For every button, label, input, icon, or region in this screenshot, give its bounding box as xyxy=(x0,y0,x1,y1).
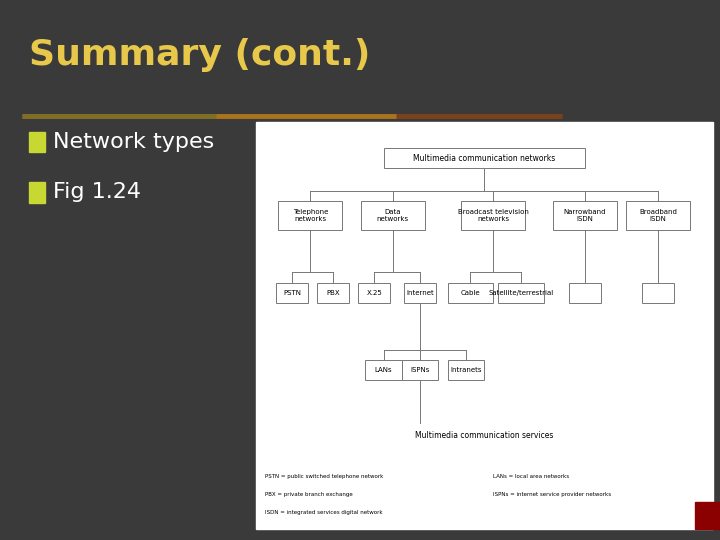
Bar xyxy=(256,122,713,529)
Text: Summary (cont.): Summary (cont.) xyxy=(29,38,370,72)
Bar xyxy=(29,132,45,152)
Bar xyxy=(695,502,720,529)
Text: Fig 1.24: Fig 1.24 xyxy=(53,182,140,202)
Bar xyxy=(29,182,45,202)
Text: Network types: Network types xyxy=(53,132,214,152)
Text: 59: 59 xyxy=(672,506,695,524)
